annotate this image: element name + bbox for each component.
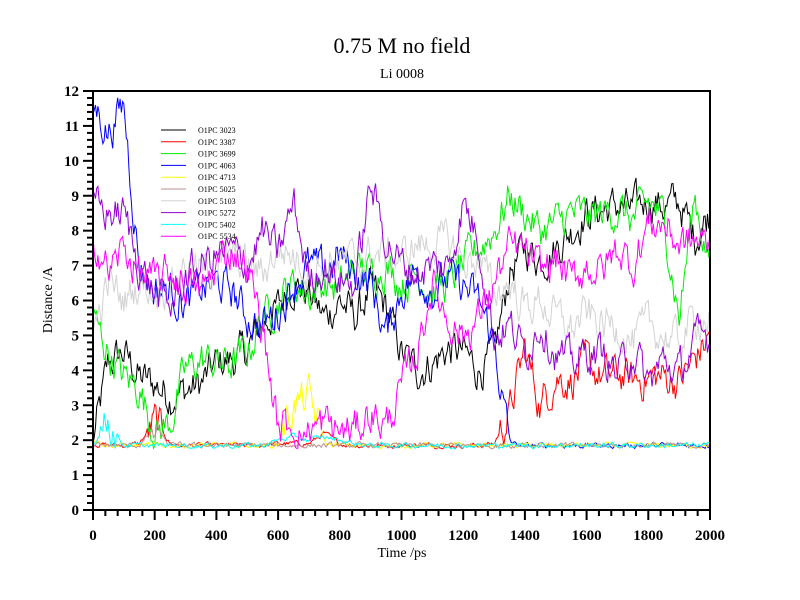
x-tick-label: 2000 [695,528,725,544]
legend-label: O1PC 5103 [198,197,236,206]
y-axis-label: Distance /A [41,266,56,333]
x-tick-label: 1600 [572,528,602,544]
y-tick-label: 1 [72,468,80,484]
y-tick-label: 12 [64,84,79,100]
y-tick-label: 9 [72,189,80,205]
x-tick-label: 1400 [510,528,540,544]
series-line-o1pc-5025 [92,423,711,450]
legend-label: O1PC 4063 [198,161,236,170]
legend-label: O1PC 3699 [198,150,236,159]
legend-label: O1PC 3387 [198,138,236,147]
legend-entry: O1PC 5534 [161,232,236,241]
axes-layer: 0 200 400 600 800 1000 1200 1400 1600 1800 2000012… [64,84,725,544]
legend: O1PC 3023 O1PC 3387 O1PC 3699 O1PC 4063 O1PC… [161,126,236,241]
series-line-o1pc-5272 [92,183,711,387]
chart-title: 0.75 M no field [334,33,471,58]
y-tick-label: 11 [65,119,79,135]
y-tick-label: 3 [72,398,80,414]
y-tick-label: 2 [72,433,80,449]
series-line-o1pc-4713 [92,373,711,450]
y-tick-label: 4 [72,363,80,379]
legend-label: O1PC 3023 [198,126,236,135]
legend-entry: O1PC 4713 [161,173,236,182]
x-tick-label: 400 [205,528,228,544]
legend-label: O1PC 4713 [198,173,236,182]
series-line-o1pc-4063 [92,97,711,450]
series-line-o1pc-3023 [92,177,711,444]
legend-entry: O1PC 5103 [161,197,236,206]
legend-entry: O1PC 3387 [161,138,236,147]
series-line-o1pc-5103 [92,217,711,359]
y-tick-label: 7 [72,259,80,275]
legend-entry: O1PC 5272 [161,209,236,218]
chart-subtitle: Li 0008 [380,67,424,82]
x-tick-label: 1000 [387,528,417,544]
x-tick-label: 1200 [448,528,478,544]
legend-entry: O1PC 5402 [161,220,236,229]
legend-label: O1PC 5025 [198,185,236,194]
y-tick-label: 5 [72,328,80,344]
x-tick-label: 200 [143,528,166,544]
series-line-o1pc-5402 [92,413,711,450]
series-line-o1pc-3699 [92,185,711,450]
legend-label: O1PC 5402 [198,220,236,229]
legend-entry: O1PC 4063 [161,161,236,170]
legend-entry: O1PC 5025 [161,185,236,194]
series-line-o1pc-3387 [93,331,711,450]
x-tick-label: 600 [267,528,290,544]
series-layer [92,97,711,450]
y-tick-label: 8 [72,224,80,240]
x-tick-label: 1800 [633,528,663,544]
legend-label: O1PC 5272 [198,209,236,218]
series-line-o1pc-5534 [92,208,711,449]
y-tick-label: 6 [72,294,80,310]
x-tick-label: 0 [89,528,97,544]
legend-label: O1PC 5534 [198,232,236,241]
y-tick-label: 10 [64,154,79,170]
x-axis-label: Time /ps [378,546,427,561]
x-tick-label: 800 [329,528,352,544]
legend-entry: O1PC 3023 [161,126,236,135]
y-tick-label: 0 [72,503,80,519]
legend-entry: O1PC 3699 [161,150,236,159]
